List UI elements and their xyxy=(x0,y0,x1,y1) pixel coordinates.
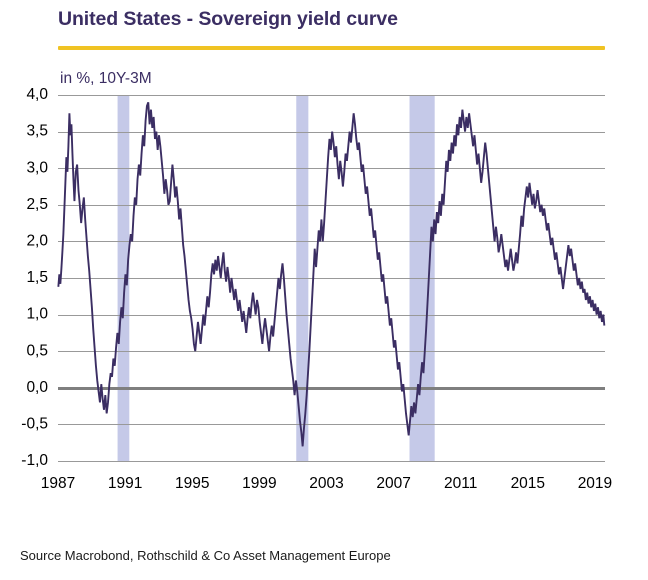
y-axis-tick-label: 4,0 xyxy=(26,86,48,103)
y-axis-tick-label: 3,5 xyxy=(26,123,48,140)
x-axis-tick-label: 2011 xyxy=(444,475,477,492)
y-axis-tick-label: -0,5 xyxy=(21,415,48,432)
page-title: United States - Sovereign yield curve xyxy=(58,8,398,30)
source-note: Source Macrobond, Rothschild & Co Asset … xyxy=(20,548,391,563)
y-axis-tick-label: 3,0 xyxy=(26,159,48,176)
x-axis-tick-label: 2015 xyxy=(511,475,545,492)
y-axis-tick-label: 1,5 xyxy=(26,269,48,286)
chart-subtitle: in %, 10Y-3M xyxy=(60,70,152,87)
data-series-line xyxy=(57,101,606,447)
title-divider xyxy=(58,46,605,50)
x-axis-tick-label: 2019 xyxy=(578,475,612,492)
y-axis-tick-label: 2,5 xyxy=(26,196,48,213)
x-axis-tick-label: 1999 xyxy=(242,475,276,492)
x-axis-tick-label: 1987 xyxy=(41,475,75,492)
line-chart-plot: 4,0 3,5 3,0 2,5 2,0 1,5 1,0 0,5 0,0 -0,5 -1,0 1987 1… xyxy=(21,86,612,492)
x-axis-tick-label: 1995 xyxy=(175,475,209,492)
y-axis-tick-label: 0,0 xyxy=(26,379,48,396)
y-axis-tick-label: 0,5 xyxy=(26,342,48,359)
x-axis-tick-label: 2007 xyxy=(376,475,410,492)
y-axis-tick-label: 1,0 xyxy=(26,306,48,323)
x-axis-tick-label: 2003 xyxy=(309,475,343,492)
y-axis-tick-label: -1,0 xyxy=(21,452,48,469)
y-axis-tick-label: 2,0 xyxy=(26,232,48,249)
x-axis-tick-label: 1991 xyxy=(108,475,142,492)
